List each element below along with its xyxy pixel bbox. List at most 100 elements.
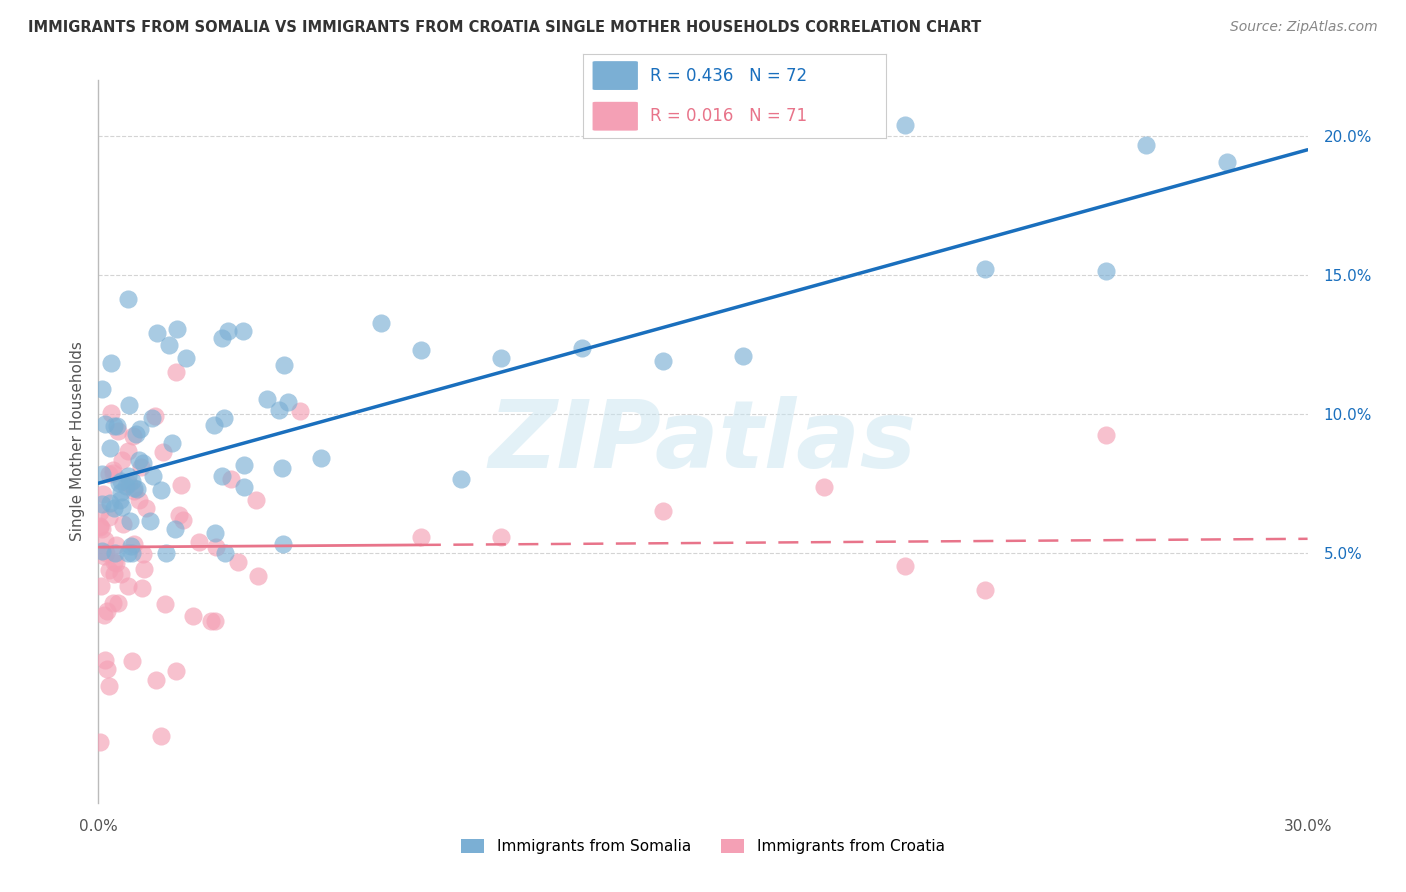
Text: ZIPatlas: ZIPatlas <box>489 395 917 488</box>
Point <box>124 537 146 551</box>
Point <box>100 356 122 370</box>
Point <box>370 316 392 330</box>
Point <box>143 409 166 423</box>
Point <box>121 475 143 489</box>
Point <box>651 504 673 518</box>
Point <box>104 546 127 560</box>
Point <box>128 493 150 508</box>
Point <box>125 426 148 441</box>
Point <box>270 461 292 475</box>
Point <box>974 262 997 277</box>
Point <box>117 443 139 458</box>
Point <box>813 480 835 494</box>
Point <box>187 535 209 549</box>
Point <box>103 555 125 569</box>
Point <box>247 568 270 582</box>
Point <box>233 458 256 473</box>
Text: R = 0.436   N = 72: R = 0.436 N = 72 <box>650 67 807 85</box>
Point <box>98 496 121 510</box>
Point <box>288 404 311 418</box>
Point <box>98 510 121 524</box>
Point <box>91 544 114 558</box>
Point <box>122 481 145 495</box>
Point <box>277 394 299 409</box>
FancyBboxPatch shape <box>592 62 638 90</box>
Point <box>124 483 146 498</box>
Point <box>166 322 188 336</box>
Point <box>128 422 150 436</box>
Point <box>89 518 111 533</box>
Point <box>1095 264 1118 278</box>
Point <box>651 354 673 368</box>
Point <box>89 505 111 519</box>
Point <box>101 596 124 610</box>
Point <box>97 467 120 481</box>
Text: R = 0.016   N = 71: R = 0.016 N = 71 <box>650 107 807 125</box>
Point <box>97 563 120 577</box>
Point <box>139 514 162 528</box>
Point <box>146 326 169 341</box>
Point <box>118 514 141 528</box>
Point <box>103 567 125 582</box>
Point <box>110 566 132 581</box>
Text: Source: ZipAtlas.com: Source: ZipAtlas.com <box>1230 20 1378 34</box>
Point <box>181 608 204 623</box>
Point <box>165 665 187 679</box>
Point <box>974 582 997 597</box>
Point <box>172 514 194 528</box>
Point <box>211 331 233 345</box>
Point <box>256 392 278 406</box>
Point <box>1135 137 1157 152</box>
Point <box>91 522 114 536</box>
Point <box>93 549 115 563</box>
Point <box>96 604 118 618</box>
Point <box>107 596 129 610</box>
Point <box>121 546 143 560</box>
Point <box>110 475 132 489</box>
Point <box>157 337 180 351</box>
Point <box>200 614 222 628</box>
Point <box>142 468 165 483</box>
Point <box>117 292 139 306</box>
Y-axis label: Single Mother Households: Single Mother Households <box>69 342 84 541</box>
Point <box>89 520 111 534</box>
Point <box>103 467 125 481</box>
Point <box>97 679 120 693</box>
Point <box>90 579 112 593</box>
Point <box>112 517 135 532</box>
Point <box>122 429 145 443</box>
Point <box>212 411 235 425</box>
Point <box>104 556 127 570</box>
Point <box>204 418 226 433</box>
Point <box>153 597 176 611</box>
Point <box>128 452 150 467</box>
Point <box>176 351 198 365</box>
Point <box>117 469 139 483</box>
Point <box>145 673 167 688</box>
Point <box>91 497 114 511</box>
Point <box>91 382 114 396</box>
Point <box>893 118 915 132</box>
Point <box>91 467 114 482</box>
Point <box>211 468 233 483</box>
Point <box>121 654 143 668</box>
Point <box>108 476 131 491</box>
Point <box>226 555 249 569</box>
Point <box>93 608 115 623</box>
Point <box>491 351 513 365</box>
Point <box>1216 154 1239 169</box>
Point <box>91 487 114 501</box>
Point <box>89 735 111 749</box>
Legend: Immigrants from Somalia, Immigrants from Croatia: Immigrants from Somalia, Immigrants from… <box>456 833 950 860</box>
Point <box>893 558 915 573</box>
Point <box>232 324 254 338</box>
Point <box>132 547 155 561</box>
Point <box>100 406 122 420</box>
Point <box>571 341 593 355</box>
Point <box>103 419 125 434</box>
Point <box>117 579 139 593</box>
Point <box>155 546 177 560</box>
Point <box>98 441 121 455</box>
Point <box>233 480 256 494</box>
Point <box>111 452 134 467</box>
